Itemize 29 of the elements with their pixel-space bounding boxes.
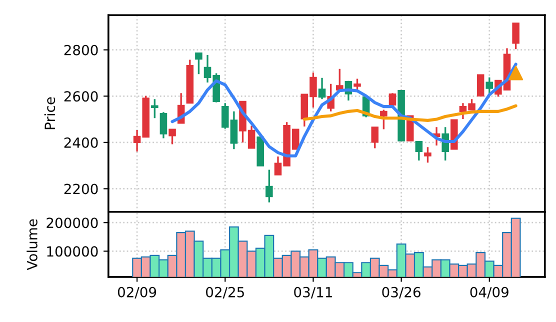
candlestick: [318, 77, 326, 100]
y-tick-label: 2200: [64, 184, 98, 194]
y-tick-label: 200000: [46, 218, 98, 228]
candlestick: [195, 52, 202, 75]
candlestick: [151, 98, 158, 119]
candlestick: [424, 146, 432, 164]
x-tick-label: 03/26: [382, 286, 420, 298]
candlestick: [266, 168, 273, 204]
candlestick: [336, 68, 344, 91]
candlestick: [388, 92, 396, 106]
x-tick-label: 02/09: [118, 286, 156, 298]
candlestick: [160, 111, 168, 140]
x-tick-label: 04/09: [470, 286, 508, 298]
candlestick: [354, 78, 361, 91]
candlestick: [512, 22, 520, 50]
y-tick-label: 2800: [64, 44, 98, 56]
candlestick: [476, 74, 484, 96]
candlestick: [380, 108, 388, 130]
candlestick: [415, 140, 423, 162]
y-tick-label: 2400: [64, 137, 98, 148]
x-tick-label: 03/11: [294, 286, 332, 298]
line-series: [170, 62, 518, 158]
y-tick-label: 100000: [47, 246, 98, 257]
y-axis-title: Price: [44, 97, 56, 130]
x-tick-label: 02/25: [206, 286, 244, 298]
candlestick: [168, 128, 176, 146]
y-axis-title: Volume: [26, 219, 38, 270]
y-tick-label: 2600: [64, 91, 98, 102]
candlestick: [371, 126, 379, 150]
